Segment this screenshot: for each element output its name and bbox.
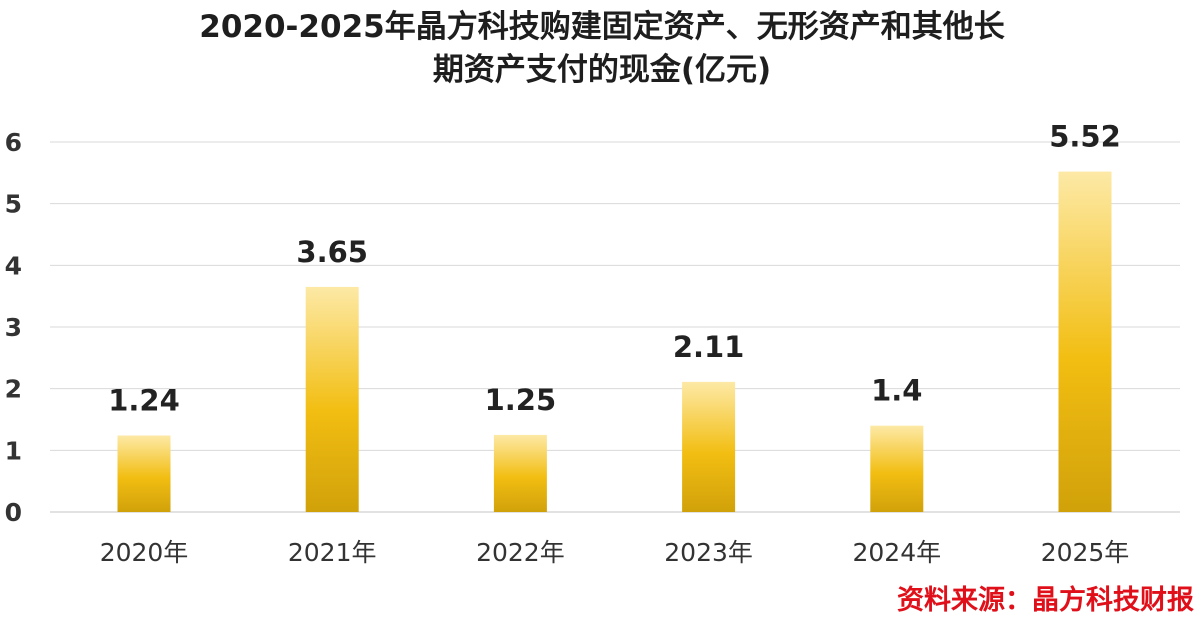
data-labels: 1.24 3.65 1.25 2.11 1.4 5.52	[108, 120, 1121, 418]
chart-title-line-2: 期资产支付的现金(亿元)	[432, 52, 772, 88]
data-label-3: 1.25	[485, 383, 557, 417]
x-tick-label-3: 2022年	[476, 538, 565, 567]
data-label-4: 2.11	[673, 330, 745, 364]
x-tick-label-6: 2025年	[1041, 538, 1130, 567]
y-tick-label: 2	[5, 375, 22, 404]
chart-title-line-1: 2020-2025年晶方科技购建固定资产、无形资产和其他长	[199, 9, 1005, 45]
bar-6	[1058, 171, 1112, 512]
x-axis-ticks: 2020年 2021年 2022年 2023年 2024年 2025年	[100, 538, 1130, 567]
data-label-2: 3.65	[296, 235, 368, 269]
y-tick-label: 5	[5, 190, 22, 219]
data-label-5: 1.4	[871, 374, 922, 408]
y-axis-ticks: 0 1 2 3 4 5 6	[5, 128, 22, 527]
y-tick-label: 4	[5, 251, 22, 280]
y-tick-label: 0	[5, 498, 22, 527]
data-label-1: 1.24	[108, 384, 180, 418]
x-tick-label-5: 2024年	[852, 538, 941, 567]
data-label-6: 5.52	[1049, 120, 1121, 154]
x-tick-label-1: 2020年	[100, 538, 189, 567]
bar-1	[117, 435, 171, 512]
y-tick-label: 3	[5, 313, 22, 342]
chart-title: 2020-2025年晶方科技购建固定资产、无形资产和其他长 期资产支付的现金(亿…	[0, 6, 1204, 92]
source-note: 资料来源：晶方科技财报	[897, 585, 1194, 616]
bars	[117, 171, 1112, 512]
grid-lines	[50, 141, 1180, 513]
bar-3	[493, 434, 547, 512]
bar-4	[682, 381, 736, 512]
bar-5	[870, 425, 924, 512]
bar-2	[305, 286, 359, 512]
y-tick-label: 1	[5, 436, 22, 465]
x-tick-label-4: 2023年	[664, 538, 753, 567]
y-tick-label: 6	[5, 128, 22, 157]
x-tick-label-2: 2021年	[288, 538, 377, 567]
